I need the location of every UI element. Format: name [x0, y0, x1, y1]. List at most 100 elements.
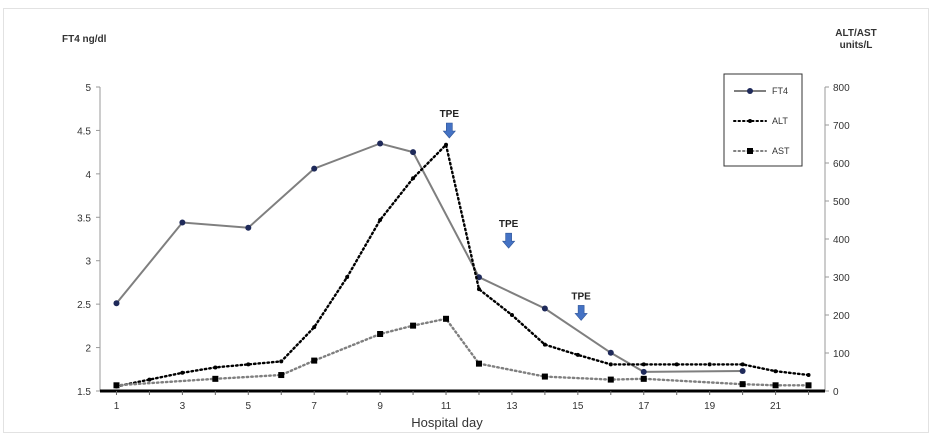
- data-point-ast: [377, 331, 384, 337]
- left-tick-label: 2: [85, 344, 91, 355]
- data-point-ast: [278, 372, 285, 379]
- right-tick-label: 600: [833, 159, 850, 170]
- legend: FT4 ALT AST: [723, 73, 803, 167]
- legend-box: [723, 73, 803, 167]
- data-point-alt: [444, 142, 449, 147]
- data-point-ast: [212, 375, 219, 382]
- legend-label-alt: ALT: [772, 116, 788, 126]
- data-point-ast: [739, 381, 746, 388]
- x-tick-label: 17: [638, 401, 650, 412]
- data-point-alt: [641, 362, 646, 367]
- x-tick-label: 19: [704, 401, 716, 412]
- data-point-alt: [312, 325, 317, 330]
- data-point-ft4: [640, 368, 647, 375]
- x-tick-label: 9: [377, 401, 383, 412]
- data-point-alt: [509, 313, 514, 317]
- x-tick-label: 21: [770, 401, 782, 412]
- left-tick-label: 4: [85, 170, 91, 181]
- data-point-alt: [345, 275, 350, 279]
- data-point-ast: [475, 360, 482, 367]
- data-point-alt: [279, 359, 284, 364]
- data-point-ast: [640, 375, 647, 382]
- data-point-ft4: [377, 140, 384, 147]
- data-point-alt: [213, 365, 218, 370]
- data-point-ft4: [410, 149, 417, 156]
- legend-marker: [748, 119, 752, 123]
- data-point-ast: [772, 382, 779, 389]
- data-point-alt: [542, 342, 547, 347]
- right-tick-label: 0: [833, 387, 839, 398]
- x-tick-label: 11: [441, 401, 452, 412]
- data-point-alt: [378, 218, 383, 222]
- left-tick-label: 3: [85, 257, 91, 268]
- down-arrow-icon: [501, 232, 516, 249]
- data-point-ft4: [179, 219, 186, 226]
- chart-border: [3, 8, 929, 433]
- tpe-label: TPE: [571, 291, 591, 302]
- data-point-ft4: [311, 165, 318, 172]
- x-tick-label: 3: [180, 401, 186, 412]
- x-tick-label: 7: [311, 401, 317, 412]
- x-tick-label: 13: [506, 401, 518, 412]
- right-tick-label: 300: [833, 273, 850, 284]
- legend-label-ast: AST: [772, 146, 790, 156]
- data-point-ast: [410, 322, 417, 329]
- right-tick-label: 100: [833, 349, 850, 360]
- data-point-alt: [773, 369, 778, 374]
- tpe-label: TPE: [499, 219, 519, 230]
- data-point-alt: [411, 176, 416, 181]
- data-point-alt: [575, 352, 580, 357]
- data-point-ast: [443, 315, 450, 322]
- data-point-alt: [246, 362, 251, 367]
- axis-labels: FT4 ng/dl ALT/AST units/L Hospital day: [62, 28, 877, 430]
- right-axis-label-line1: ALT/AST: [835, 28, 876, 39]
- down-arrow-icon: [574, 305, 588, 321]
- series-line-ft4: [115, 142, 743, 373]
- data-point-ast: [607, 376, 614, 383]
- right-tick-label: 800: [833, 83, 850, 94]
- data-point-ft4: [607, 349, 614, 356]
- x-axis-label: Hospital day: [411, 415, 483, 430]
- left-tick-label: 5: [85, 83, 91, 94]
- data-point-alt: [476, 287, 481, 292]
- data-point-ast: [541, 373, 548, 380]
- left-tick-label: 3.5: [77, 213, 91, 224]
- data-point-ft4: [245, 224, 252, 231]
- axes: 5 4.5 4 3.5 3 2.5 2 1.5 800 700 600 500 400 300 200 100…: [77, 83, 850, 412]
- data-point-ft4: [541, 305, 548, 312]
- data-point-ft4: [113, 300, 120, 307]
- left-axis-label: FT4 ng/dl: [62, 34, 107, 45]
- annotations: TPE TPE TPE: [440, 109, 591, 321]
- right-tick-label: 200: [833, 311, 850, 322]
- legend-marker: [747, 88, 753, 94]
- data-point-ast: [113, 382, 120, 389]
- down-arrow-icon: [442, 122, 456, 139]
- data-point-alt: [806, 373, 811, 378]
- series-line-ast: [115, 317, 810, 387]
- data-point-alt: [608, 362, 613, 367]
- legend-label-ft4: FT4: [772, 86, 788, 96]
- data-point-alt: [180, 370, 185, 375]
- x-tick-label: 15: [572, 401, 584, 412]
- tpe-label: TPE: [440, 109, 460, 120]
- left-tick-label: 4.5: [77, 126, 91, 137]
- data-point-alt: [740, 362, 745, 367]
- data-point-alt: [147, 377, 152, 382]
- data-point-ft4: [739, 368, 746, 375]
- data-point-ast: [805, 382, 812, 389]
- data-point-ast: [311, 357, 318, 364]
- right-tick-label: 500: [833, 197, 850, 208]
- series-line-alt: [115, 142, 810, 388]
- right-tick-label: 700: [833, 121, 850, 132]
- right-tick-label: 400: [833, 235, 850, 246]
- series-layer: [113, 140, 812, 389]
- x-tick-label: 5: [246, 401, 252, 412]
- left-tick-label: 1.5: [77, 387, 91, 398]
- left-tick-label: 2.5: [77, 300, 91, 311]
- legend-marker: [747, 148, 753, 154]
- data-point-alt: [707, 362, 712, 367]
- data-point-alt: [674, 362, 679, 367]
- x-tick-label: 1: [114, 401, 120, 412]
